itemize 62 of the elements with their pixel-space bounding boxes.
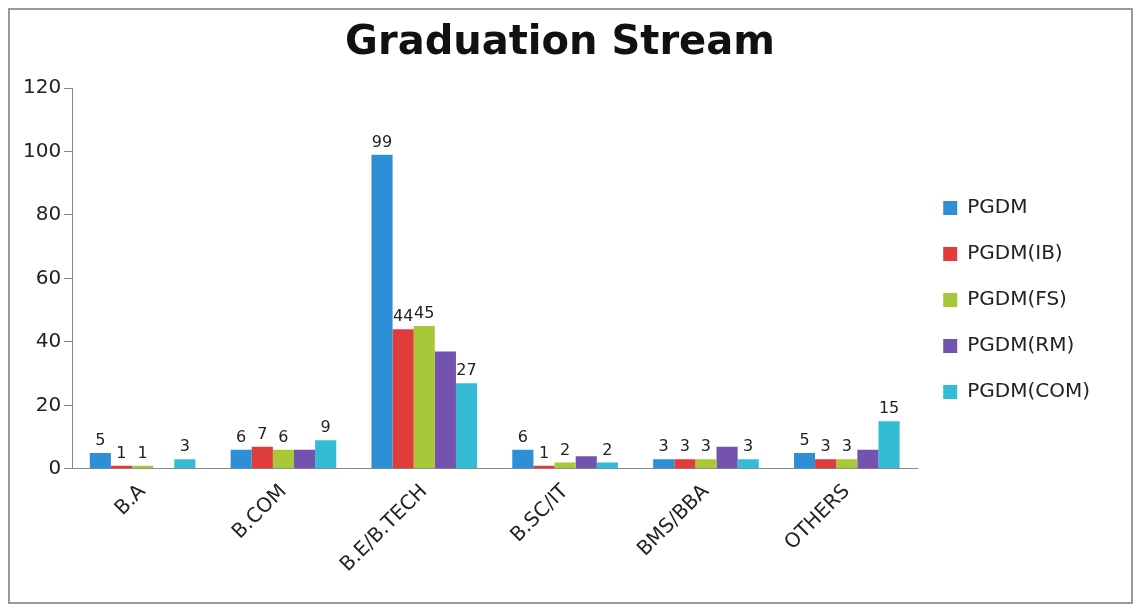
bar [434,351,456,469]
data-label: 45 [414,303,435,323]
data-label: 6 [278,426,289,446]
data-label: 1 [538,442,550,462]
y-tick-label: 100 [22,137,62,162]
data-label: 3 [679,436,690,456]
bar [857,449,879,469]
legend-label: PGDM(RM) [967,332,1075,357]
bar [878,421,900,469]
bar [371,154,393,469]
bar [294,449,316,469]
legend-label: PGDM [967,194,1028,219]
data-label: 9 [320,417,331,437]
y-tick-label: 60 [35,264,62,289]
bar [716,446,738,469]
data-label: 3 [179,436,190,456]
data-label: 2 [602,439,613,459]
bar [695,459,717,469]
y-tick-label: 40 [35,328,62,353]
bar [575,456,597,469]
bar [174,459,196,469]
bar [793,452,816,469]
data-label: 2 [560,439,571,459]
y-tick-label: 80 [35,201,62,226]
bar [230,449,252,469]
data-label: 5 [95,430,106,450]
data-label: 7 [257,423,268,443]
chart-title: Graduation Stream [345,17,775,64]
data-label: 3 [700,436,712,456]
data-label: 5 [799,430,810,450]
data-label: 44 [392,306,414,326]
legend-label: PGDM(IB) [967,240,1063,265]
y-tick-label: 20 [35,391,62,416]
bar [392,329,414,469]
bar [455,383,478,469]
y-tick-label: 0 [48,455,62,480]
data-label: 1 [116,442,127,462]
data-label: 27 [456,360,477,380]
data-label: 3 [743,436,754,456]
y-tick-label: 120 [22,74,62,99]
bar [251,446,273,469]
legend-label: PGDM(FS) [967,286,1067,311]
bar [315,440,337,469]
bar [653,459,675,469]
x-tick-label: B.A [108,478,151,520]
bar [737,459,759,469]
data-label: 6 [517,426,528,446]
bar [512,449,534,469]
bar [89,452,111,469]
data-label: 15 [878,398,900,418]
bar [815,459,837,469]
bar [272,449,294,469]
data-label: 99 [371,131,393,151]
bar [836,459,858,469]
bar [674,459,696,469]
data-label: 3 [658,436,669,456]
data-label: 6 [236,426,247,446]
data-label: 3 [820,436,831,456]
data-label: 3 [841,436,852,456]
bar [413,326,435,469]
data-label: 1 [137,442,148,462]
legend-label: PGDM(COM) [967,378,1091,403]
